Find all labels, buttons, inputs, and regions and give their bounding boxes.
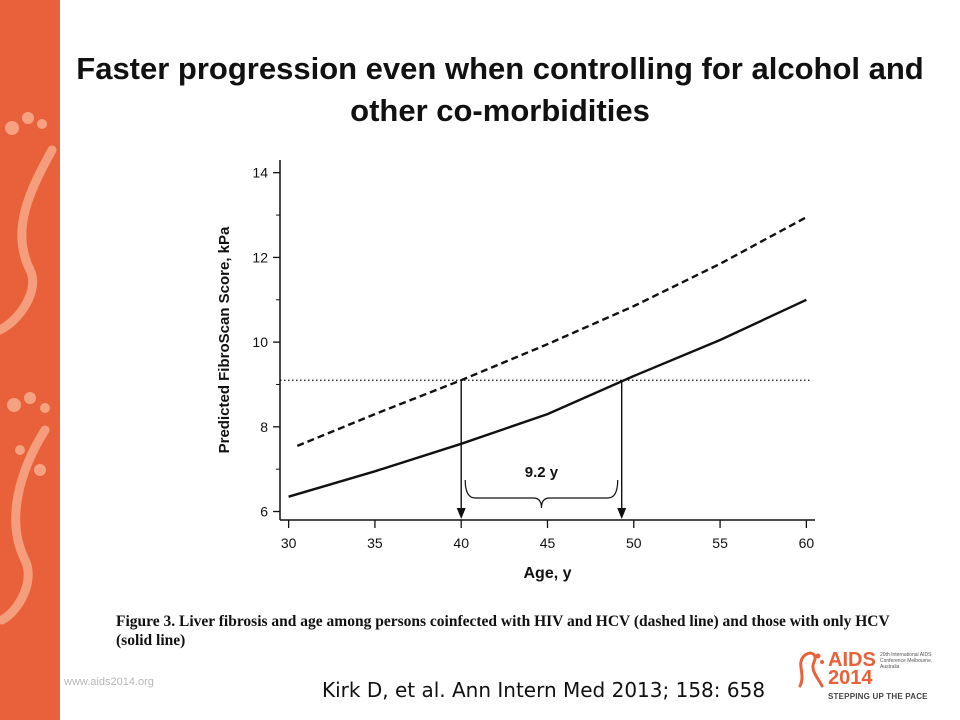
citation-text: Kirk D, et al. Ann Intern Med 2013; 158:… xyxy=(322,678,766,702)
logo-year-text: 2014 xyxy=(828,667,873,689)
figure-caption: Figure 3. Liver fibrosis and age among p… xyxy=(116,613,890,649)
x-tick-label: 40 xyxy=(453,535,469,551)
fibroscan-line-chart: 6 8 10 12 14 30 35 40 45 50 55 60 Age, y Predicted Fi… xyxy=(216,160,815,582)
x-axis-label: Age, y xyxy=(523,565,571,582)
slide-title: Faster progression even when controlling… xyxy=(76,51,924,128)
footprints-decoration-icon xyxy=(0,112,57,625)
arrow-head-icon xyxy=(456,508,466,519)
logo-conference-text: 20th International AIDS Conference Melbo… xyxy=(880,652,933,670)
y-tick-label: 12 xyxy=(252,249,268,265)
y-tick-label: 8 xyxy=(260,419,268,435)
arrow-head-icon xyxy=(617,508,627,519)
interval-annotation: 9.2 y xyxy=(525,464,559,481)
logo-aids-text: AIDS xyxy=(828,649,876,671)
conference-logo: AIDS 2014 20th International AIDS Confer… xyxy=(792,648,952,710)
y-axis-label: Predicted FibroScan Score, kPa xyxy=(216,226,233,453)
x-tick-label: 35 xyxy=(367,535,383,551)
conference-ribbon-icon xyxy=(798,651,824,688)
series-line-dashed xyxy=(296,216,807,448)
x-tick-label: 55 xyxy=(712,535,728,551)
decorative-sidebar xyxy=(0,0,60,720)
logo-tagline: STEPPING UP THE PACE xyxy=(828,692,928,701)
x-tick-label: 60 xyxy=(799,535,815,551)
y-tick-label: 14 xyxy=(252,165,268,181)
x-tick-label: 50 xyxy=(626,535,642,551)
x-tick-label: 45 xyxy=(540,535,556,551)
x-tick-label: 30 xyxy=(281,535,297,551)
website-url[interactable]: www.aids2014.org xyxy=(64,676,154,688)
y-tick-label: 6 xyxy=(260,504,268,520)
interval-brace-icon xyxy=(464,479,619,509)
series-line-solid xyxy=(288,298,807,498)
y-tick-label: 10 xyxy=(252,334,268,350)
